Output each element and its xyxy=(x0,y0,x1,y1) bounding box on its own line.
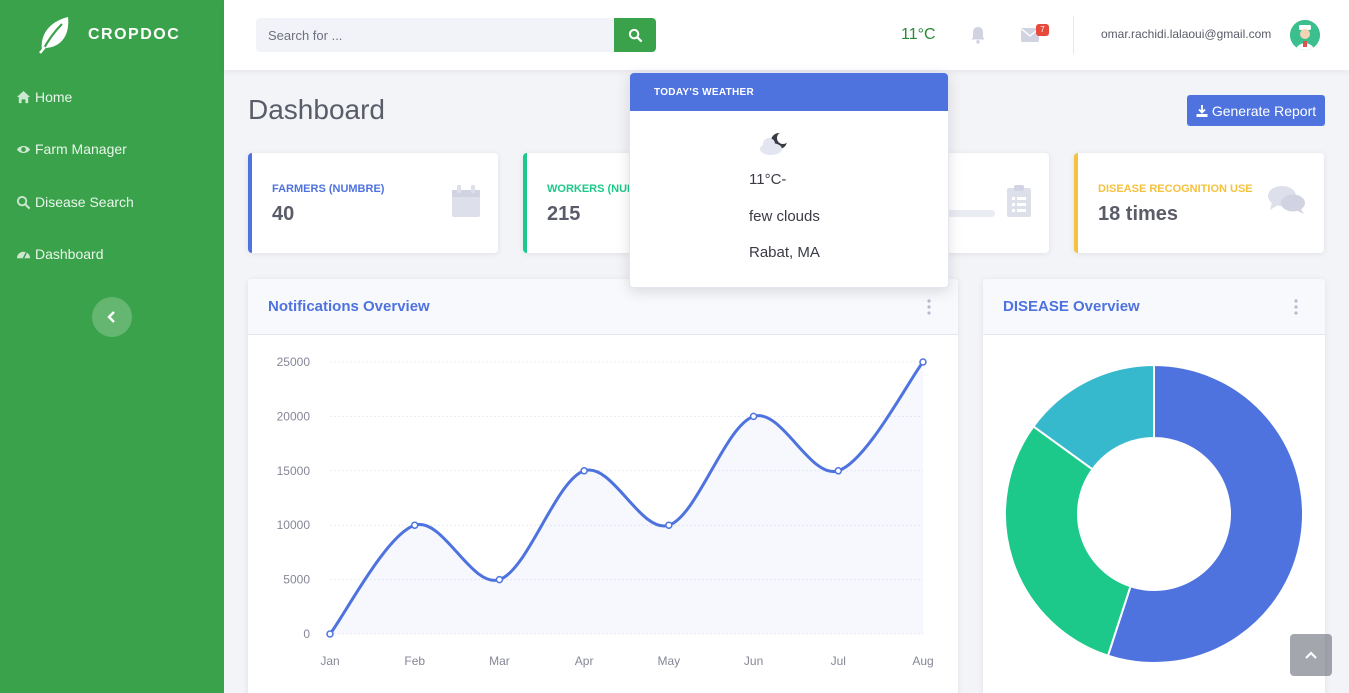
leaf-icon xyxy=(39,17,69,54)
generate-report-label: Generate Report xyxy=(1211,102,1317,119)
search-bar xyxy=(256,18,656,52)
y-tick-label: 20000 xyxy=(277,409,311,423)
topbar: 11°C 7 omar.rachidi.lalaoui@gmail.com xyxy=(224,0,1349,70)
user-avatar-icon xyxy=(1290,20,1320,50)
x-tick-label: Feb xyxy=(404,654,425,668)
donut-slice[interactable] xyxy=(1106,363,1304,664)
sidebar-item-farm-manager[interactable]: Farm Manager xyxy=(16,137,127,161)
brand-name: CROPDOC xyxy=(88,26,181,43)
data-point[interactable] xyxy=(580,467,588,475)
donut-slice[interactable] xyxy=(1032,363,1155,471)
data-point[interactable] xyxy=(495,575,504,584)
comments-icon xyxy=(1268,186,1305,214)
generate-report-button[interactable]: Generate Report xyxy=(1187,95,1325,126)
search-icon xyxy=(628,28,642,42)
message-count-badge: 7 xyxy=(1036,24,1049,36)
panel-header: DISEASE Overview xyxy=(983,279,1325,335)
x-tick-label: Aug xyxy=(912,654,933,668)
topbar-divider xyxy=(1073,16,1074,54)
panel-title: Notifications Overview xyxy=(268,298,430,315)
page-title: Dashboard xyxy=(248,94,385,125)
y-tick-label: 25000 xyxy=(277,355,311,369)
weather-location: Rabat, MA xyxy=(749,244,820,261)
x-tick-label: Jul xyxy=(831,654,846,668)
kebab-menu-icon[interactable] xyxy=(1293,299,1299,315)
donut-slice[interactable] xyxy=(1004,425,1132,657)
cloud-moon-icon xyxy=(760,132,789,155)
data-point[interactable] xyxy=(834,467,843,475)
bell-icon[interactable] xyxy=(970,26,986,44)
tachometer-icon xyxy=(16,251,31,259)
calendar-icon xyxy=(452,185,480,217)
chevron-up-icon xyxy=(1305,651,1317,659)
y-tick-label: 0 xyxy=(303,627,310,641)
weather-temp: 11°C- xyxy=(749,171,787,188)
panel-header: Notifications Overview xyxy=(248,279,958,335)
user-email[interactable]: omar.rachidi.lalaoui@gmail.com xyxy=(1101,27,1272,41)
stat-label: DISEASE RECOGNITION USE xyxy=(1098,183,1253,195)
notifications-line-chart: 0 5000 10000 15000 20000 25000 Jan Feb Mar Apr May… xyxy=(277,355,934,668)
sidebar-item-home[interactable]: Home xyxy=(16,85,72,109)
search-input[interactable] xyxy=(256,18,614,52)
scroll-to-top-button[interactable] xyxy=(1290,634,1332,676)
sidebar-item-label: Dashboard xyxy=(35,246,104,262)
data-point[interactable] xyxy=(326,630,334,638)
envelope-icon[interactable] xyxy=(1021,28,1039,42)
search-icon xyxy=(16,195,31,209)
sidebar-item-label: Farm Manager xyxy=(35,141,127,157)
weather-heading: TODAY'S WEATHER xyxy=(630,73,948,111)
sidebar-item-disease-search[interactable]: Disease Search xyxy=(16,190,134,214)
weather-description: few clouds xyxy=(749,208,820,225)
y-tick-label: 15000 xyxy=(277,464,311,478)
home-icon xyxy=(16,90,31,103)
weather-temperature-toggle[interactable]: 11°C xyxy=(901,26,936,43)
chevron-left-icon xyxy=(107,311,115,323)
stat-value: 215 xyxy=(547,203,581,225)
stat-value: 18 times xyxy=(1098,203,1179,225)
stat-label: FARMERS (NUMBRE) xyxy=(272,183,385,195)
eye-icon xyxy=(16,145,31,153)
y-tick-label: 10000 xyxy=(277,518,311,532)
weather-dropdown: TODAY'S WEATHER 11°C- few clouds Rabat, … xyxy=(629,72,949,288)
data-point[interactable] xyxy=(749,412,758,421)
notifications-panel: Notifications Overview 0 5000 10000 15000 20… xyxy=(248,279,958,693)
x-tick-label: Jan xyxy=(320,654,339,668)
data-point[interactable] xyxy=(410,521,419,529)
sidebar-item-dashboard[interactable]: Dashboard xyxy=(16,242,104,266)
sidebar-item-label: Disease Search xyxy=(35,194,134,210)
x-tick-label: May xyxy=(658,654,681,668)
sidebar-toggle-button[interactable] xyxy=(92,297,132,337)
avatar[interactable] xyxy=(1290,20,1320,50)
search-button[interactable] xyxy=(614,18,656,52)
x-tick-label: Jun xyxy=(744,654,763,668)
series-line xyxy=(328,361,925,635)
data-point[interactable] xyxy=(665,521,673,529)
download-icon xyxy=(1196,104,1208,117)
x-tick-label: Apr xyxy=(575,654,594,668)
panel-title: DISEASE Overview xyxy=(1003,298,1140,315)
stat-card-farmers: FARMERS (NUMBRE) 40 xyxy=(248,153,498,253)
clipboard-icon xyxy=(1007,185,1031,217)
stat-card-disease-recognition: DISEASE RECOGNITION USE 18 times xyxy=(1074,153,1324,253)
disease-panel: DISEASE Overview xyxy=(983,279,1325,693)
kebab-menu-icon[interactable] xyxy=(926,299,932,315)
data-point[interactable] xyxy=(919,358,927,366)
x-tick-label: Mar xyxy=(489,654,510,668)
sidebar-item-label: Home xyxy=(35,89,73,105)
y-tick-label: 5000 xyxy=(283,573,310,587)
disease-donut-chart xyxy=(1004,363,1304,664)
stat-value: 40 xyxy=(272,203,295,225)
brand[interactable]: CROPDOC xyxy=(0,0,224,70)
sidebar: CROPDOC Home Farm Manager Disease Search… xyxy=(0,0,224,693)
